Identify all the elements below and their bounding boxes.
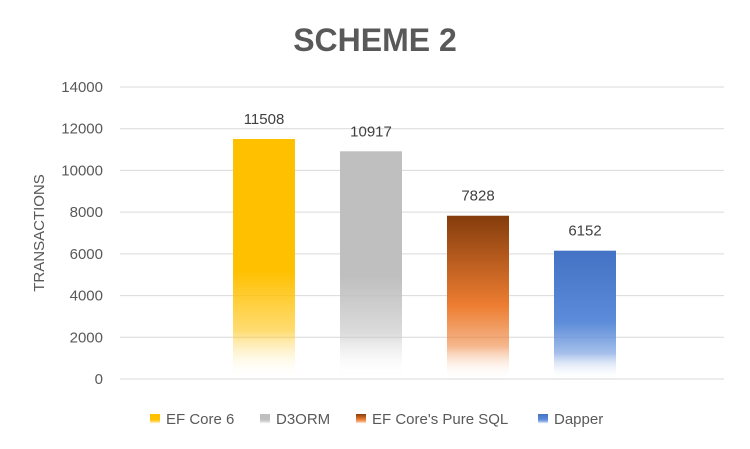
gridlines (120, 86, 724, 380)
legend: EF Core 6 D3ORM EF Core's Pure SQL Dapper (150, 411, 603, 428)
data-label: 6152 (568, 223, 601, 240)
y-axis-ticks: 0 2000 4000 6000 8000 10000 12000 14000 (61, 79, 103, 388)
legend-item-label: Dapper (554, 411, 603, 428)
data-label: 10917 (350, 123, 392, 140)
data-label: 7828 (461, 188, 494, 205)
y-axis-label: TRANSACTIONS (31, 174, 48, 292)
bar-ef-core-6 (233, 138, 295, 379)
bar-ef-core-s-pure-sql (447, 215, 509, 379)
bars (233, 138, 616, 379)
legend-item-label: EF Core 6 (166, 411, 234, 428)
y-tick-label: 4000 (70, 288, 103, 305)
y-tick-label: 6000 (70, 246, 103, 263)
data-label: 11508 (244, 111, 285, 128)
chart-title: SCHEME 2 (293, 22, 457, 58)
y-tick-label: 10000 (61, 162, 103, 179)
y-tick-label: 0 (95, 371, 103, 388)
legend-swatch (356, 414, 366, 424)
legend-swatch (260, 414, 270, 424)
y-tick-label: 2000 (70, 329, 103, 346)
y-tick-label: 12000 (61, 121, 103, 138)
y-tick-label: 14000 (61, 79, 103, 96)
legend-swatch (150, 414, 160, 424)
data-labels: 11508 10917 7828 6152 (244, 111, 602, 240)
legend-item-label: D3ORM (276, 411, 330, 428)
bar-dapper (554, 250, 616, 379)
legend-item-label: EF Core's Pure SQL (372, 411, 508, 428)
y-tick-label: 8000 (70, 204, 103, 221)
bar-d3orm (340, 151, 402, 379)
legend-swatch (538, 414, 548, 424)
